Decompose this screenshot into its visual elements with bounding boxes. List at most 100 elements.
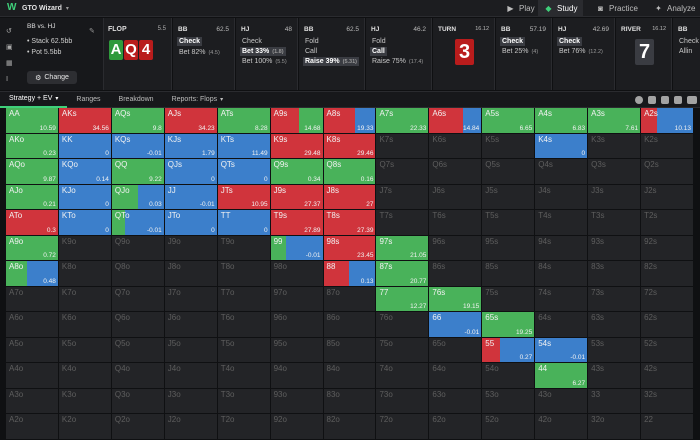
- hand-cell-K8s[interactable]: K8s 29.46: [323, 133, 377, 160]
- layout-grid-icon[interactable]: [674, 96, 682, 104]
- hand-cell-T8s[interactable]: T8s 27.39: [323, 210, 377, 236]
- hand-cell-99[interactable]: 99 -0.01: [270, 235, 324, 262]
- hand-cell-J7s[interactable]: J7s: [376, 184, 430, 211]
- hand-cell-K5o[interactable]: K5o: [58, 337, 112, 364]
- hand-cell-AJs[interactable]: AJs 34.23: [164, 108, 218, 134]
- hand-cell-AQs[interactable]: AQs 9.8: [111, 108, 165, 134]
- hand-cell-63s[interactable]: 63s: [588, 312, 642, 338]
- hand-cell-64s[interactable]: 64s: [535, 312, 589, 338]
- hand-cell-83o[interactable]: 83o: [323, 388, 377, 415]
- turn-board[interactable]: TURN 16.12 3: [433, 18, 495, 90]
- hand-cell-73s[interactable]: 73s: [588, 286, 642, 313]
- hand-cell-A8s[interactable]: A8s 19.33: [323, 108, 377, 134]
- hand-cell-93s[interactable]: 93s: [588, 235, 642, 262]
- hand-cell-85o[interactable]: 85o: [323, 337, 377, 364]
- hand-cell-J6s[interactable]: J6s: [429, 184, 483, 211]
- hand-cell-K9s[interactable]: K9s 29.48: [270, 133, 324, 160]
- hand-cell-J3s[interactable]: J3s: [588, 184, 642, 211]
- hand-cell-J4o[interactable]: J4o: [164, 363, 218, 389]
- hand-cell-95o[interactable]: 95o: [270, 337, 324, 364]
- hand-cell-33[interactable]: 33: [588, 388, 642, 415]
- hand-cell-Q7s[interactable]: Q7s: [376, 159, 430, 185]
- hand-cell-J9s[interactable]: J9s 27.37: [270, 184, 324, 211]
- hand-cell-QTs[interactable]: QTs 0: [217, 159, 271, 185]
- hand-cell-A6o[interactable]: A6o: [6, 312, 59, 338]
- flop-board[interactable]: FLOP 5.5 A Q 4: [104, 18, 172, 90]
- hand-cell-86s[interactable]: 86s: [429, 261, 483, 287]
- hand-cell-87s[interactable]: 87s 20.77: [376, 261, 430, 287]
- hand-cell-AQo[interactable]: AQo 9.87: [6, 159, 59, 185]
- hand-cell-74s[interactable]: 74s: [535, 286, 589, 313]
- hand-cell-QTo[interactable]: QTo -0.01: [111, 210, 165, 236]
- hand-cell-A5o[interactable]: A5o: [6, 337, 59, 364]
- reset-icon[interactable]: ↺: [6, 28, 12, 35]
- hand-cell-Q9s[interactable]: Q9s 0.34: [270, 159, 324, 185]
- hand-cell-T6o[interactable]: T6o: [217, 312, 271, 338]
- hand-cell-T6s[interactable]: T6s: [429, 210, 483, 236]
- hand-cell-A7o[interactable]: A7o: [6, 286, 59, 313]
- hand-cell-AKo[interactable]: AKo 0.23: [6, 133, 59, 160]
- hand-cell-95s[interactable]: 95s: [482, 235, 536, 262]
- hand-cell-K5s[interactable]: K5s: [482, 133, 536, 160]
- hand-cell-86o[interactable]: 86o: [323, 312, 377, 338]
- hand-cell-A7s[interactable]: A7s 22.33: [376, 108, 430, 134]
- hand-cell-KJs[interactable]: KJs 1.79: [164, 133, 218, 160]
- hand-cell-54s[interactable]: 54s -0.01: [535, 337, 589, 364]
- hand-cell-88[interactable]: 88 0.13: [323, 261, 377, 287]
- hand-cell-72o[interactable]: 72o: [376, 414, 430, 440]
- hand-cell-84s[interactable]: 84s: [535, 261, 589, 287]
- option-fold[interactable]: Fold: [303, 37, 321, 46]
- hand-cell-J7o[interactable]: J7o: [164, 286, 218, 313]
- hand-cell-53o[interactable]: 53o: [482, 388, 536, 415]
- hand-cell-T3o[interactable]: T3o: [217, 388, 271, 415]
- option-call[interactable]: Call: [370, 47, 387, 56]
- hand-cell-83s[interactable]: 83s: [588, 261, 642, 287]
- hand-cell-63o[interactable]: 63o: [429, 388, 483, 415]
- hand-cell-54o[interactable]: 54o: [482, 363, 536, 389]
- hand-cell-92o[interactable]: 92o: [270, 414, 324, 440]
- hand-cell-QQ[interactable]: QQ 9.22: [111, 159, 165, 185]
- hand-cell-75s[interactable]: 75s: [482, 286, 536, 313]
- hand-cell-94o[interactable]: 94o: [270, 363, 324, 389]
- hand-cell-KQo[interactable]: KQo 0.14: [58, 159, 112, 185]
- hand-cell-ATs[interactable]: ATs 8.28: [217, 108, 271, 134]
- hand-cell-KTo[interactable]: KTo 0: [58, 210, 112, 236]
- hand-cell-A2s[interactable]: A2s 10.13: [641, 108, 694, 134]
- hand-cell-QJs[interactable]: QJs 0: [164, 159, 218, 185]
- option-check[interactable]: Check: [177, 37, 203, 46]
- option-check[interactable]: Check: [500, 37, 526, 46]
- hand-cell-32s[interactable]: 32s: [641, 388, 694, 415]
- hand-cell-A8o[interactable]: A8o 0.48: [6, 261, 59, 287]
- hand-cell-82o[interactable]: 82o: [323, 414, 377, 440]
- hand-cell-42s[interactable]: 42s: [641, 363, 694, 389]
- hand-cell-QJo[interactable]: QJo 0.03: [111, 184, 165, 211]
- hand-cell-K6o[interactable]: K6o: [58, 312, 112, 338]
- hand-cell-93o[interactable]: 93o: [270, 388, 324, 415]
- hand-cell-J9o[interactable]: J9o: [164, 235, 218, 262]
- chevron-down-icon[interactable]: ▾: [65, 5, 69, 12]
- nav-practice[interactable]: ◙ Practice: [590, 0, 644, 17]
- tab-breakdown[interactable]: Breakdown: [110, 92, 163, 108]
- hand-cell-T5s[interactable]: T5s: [482, 210, 536, 236]
- hand-cell-Q5o[interactable]: Q5o: [111, 337, 165, 364]
- hand-cell-72s[interactable]: 72s: [641, 286, 694, 313]
- hand-cell-T2o[interactable]: T2o: [217, 414, 271, 440]
- hand-cell-76s[interactable]: 76s 19.15: [429, 286, 483, 313]
- option-check[interactable]: Check: [240, 37, 264, 46]
- option-raise[interactable]: Raise 75% (17.4): [370, 57, 425, 66]
- hand-cell-65o[interactable]: 65o: [429, 337, 483, 364]
- hand-cell-AJo[interactable]: AJo 0.21: [6, 184, 59, 211]
- hand-cell-J6o[interactable]: J6o: [164, 312, 218, 338]
- hand-cell-Q5s[interactable]: Q5s: [482, 159, 536, 185]
- calculator-icon[interactable]: ▦: [6, 60, 13, 67]
- nav-play[interactable]: ▶ Play: [500, 0, 541, 17]
- hand-cell-T9s[interactable]: T9s 27.89: [270, 210, 324, 236]
- option-bet-33[interactable]: Bet 33% (1.8): [240, 47, 286, 56]
- hand-cell-A9o[interactable]: A9o 0.72: [6, 235, 59, 262]
- hand-cell-A9s[interactable]: A9s 14.68: [270, 108, 324, 134]
- hand-cell-Q2s[interactable]: Q2s: [641, 159, 694, 185]
- hand-cell-A2o[interactable]: A2o: [6, 414, 59, 440]
- hand-cell-98s[interactable]: 98s 23.45: [323, 235, 377, 262]
- option-bet-100[interactable]: Bet 100% (5.5): [240, 57, 289, 66]
- hand-cell-52o[interactable]: 52o: [482, 414, 536, 440]
